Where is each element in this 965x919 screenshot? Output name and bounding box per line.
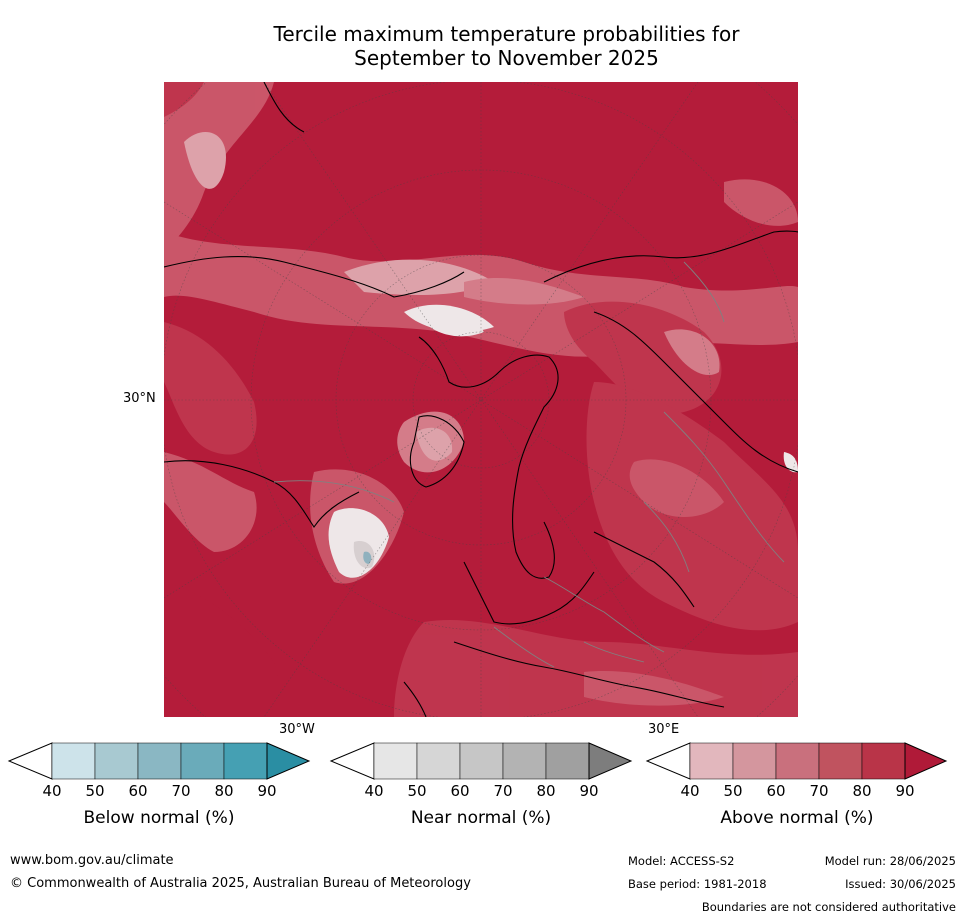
tick-50: 50 [85,782,105,800]
tick-60: 60 [450,782,470,800]
colorbar-title: Below normal (%) [83,808,235,828]
tick-70: 70 [171,782,191,800]
colorbar-near-graphic [329,742,633,780]
tick-90: 90 [579,782,599,800]
tick-50: 50 [407,782,427,800]
base-period-text: Base period: 1981-2018 [628,877,767,891]
model-text: Model: ACCESS-S2 [628,854,735,868]
disclaimer-text: Boundaries are not considered authoritat… [701,900,956,914]
title-line-1: Tercile maximum temperature probabilitie… [273,22,740,46]
longitude-label-east: 30°E [648,722,680,737]
probability-map [164,82,798,717]
colorbar-below-graphic [7,742,311,780]
tick-40: 40 [364,782,384,800]
tick-80: 80 [536,782,556,800]
coastlines [164,82,798,717]
model-run-text: Model run: 28/06/2025 [824,854,956,868]
tick-90: 90 [257,782,277,800]
chart-title: Tercile maximum temperature probabilitie… [150,22,863,70]
probability-shading [164,82,798,717]
tick-90: 90 [895,782,915,800]
title-line-2: September to November 2025 [354,46,659,70]
colorbar-below-normal: 40 50 60 70 80 90 Below normal (%) [7,742,311,843]
colorbar-above-normal: 40 50 60 70 80 90 Above normal (%) [645,742,948,843]
tick-40: 40 [680,782,700,800]
tick-70: 70 [809,782,829,800]
longitude-label-west: 30°W [279,722,315,737]
tick-80: 80 [214,782,234,800]
tick-50: 50 [723,782,743,800]
graticule [164,82,798,717]
colorbar-near-normal: 40 50 60 70 80 90 Near normal (%) [329,742,633,843]
colorbar-title: Near normal (%) [410,808,552,828]
issued-text: Issued: 30/06/2025 [845,877,956,891]
tick-80: 80 [852,782,872,800]
copyright-text: © Commonwealth of Australia 2025, Austra… [10,876,471,891]
latitude-label: 30°N [123,391,156,406]
tick-60: 60 [128,782,148,800]
website-link[interactable]: www.bom.gov.au/climate [10,853,174,868]
tick-40: 40 [42,782,62,800]
tick-60: 60 [766,782,786,800]
colorbar-above-graphic [645,742,948,780]
map-graphic [164,82,798,717]
tick-70: 70 [493,782,513,800]
colorbar-title: Above normal (%) [720,808,874,828]
country-borders [273,261,785,668]
